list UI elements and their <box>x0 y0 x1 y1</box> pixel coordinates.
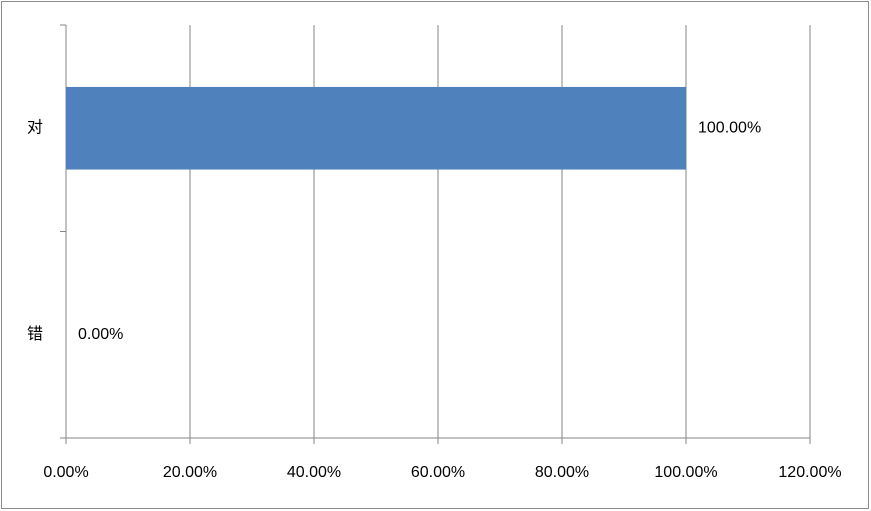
x-tick-label: 20.00% <box>163 464 217 481</box>
x-tick-label: 60.00% <box>411 464 465 481</box>
x-tick-label: 120.00% <box>778 464 841 481</box>
x-tick-label: 0.00% <box>43 464 88 481</box>
y-tick-label: 错 <box>27 325 43 343</box>
x-tick-label: 80.00% <box>535 464 589 481</box>
x-tick-label: 100.00% <box>654 464 717 481</box>
bar <box>66 86 686 170</box>
x-tick-label: 40.00% <box>287 464 341 481</box>
value-label: 100.00% <box>698 119 761 136</box>
value-label: 0.00% <box>78 326 123 343</box>
y-tick-label: 对 <box>27 118 43 136</box>
